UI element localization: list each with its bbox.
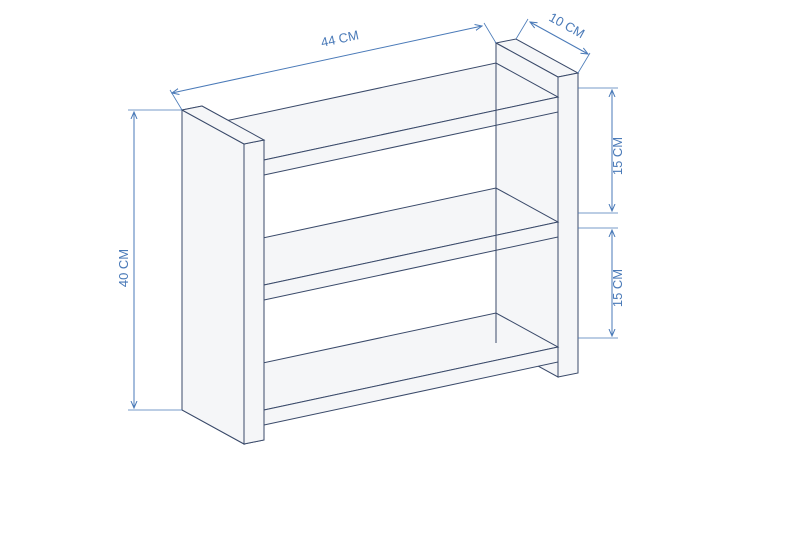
- dim-gap-lower-label: 15 CM: [610, 269, 625, 307]
- dim-gap-upper-label: 15 CM: [610, 137, 625, 175]
- shelf-object: [182, 39, 578, 444]
- dim-depth-label: 10 CM: [547, 10, 588, 42]
- dim-height-label: 40 CM: [116, 249, 131, 287]
- dim-width-label: 44 CM: [320, 27, 361, 50]
- technical-drawing: 44 CM 10 CM 40 CM 15 CM 15 CM: [0, 0, 800, 533]
